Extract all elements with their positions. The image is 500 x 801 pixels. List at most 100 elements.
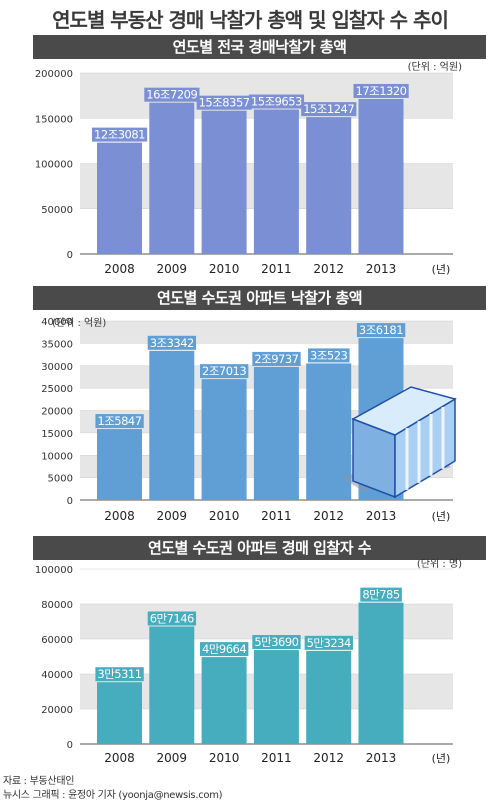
x-unit-label-1: (년) [432,510,451,523]
bar-2-2009 [149,626,195,744]
y-tick-label-2-3: 60000 [41,635,73,646]
bar-2-2008 [97,682,142,744]
chart2-title-banner: 연도별 수도권 아파트 낙찰가 총액 [33,286,486,310]
data-label-0-2009: 16조7209 [146,88,197,102]
y-tick-label-2-1: 20000 [41,705,73,716]
building-roof [351,386,457,436]
data-label-bg [200,364,249,379]
data-label-bg [200,642,249,657]
y-tick-label-0-3: 150000 [35,114,73,125]
data-label-0-2008: 12조3081 [94,128,145,142]
bar-0-2012 [306,117,352,254]
bar-2-2013 [358,602,404,744]
data-label-bg [147,335,197,350]
page-title: 연도별 부동산 경매 낙찰가 총액 및 입찰자 수 추이 [52,8,449,32]
data-label-bg [248,94,305,109]
y-tick-label-1-8: 40000 [41,317,73,328]
footer-source: 자료 : 부동산태인 [3,776,75,787]
y-tick-label-0-2: 100000 [35,160,73,171]
y-tick-label-2-4: 80000 [41,600,73,611]
y-tick-label-1-6: 30000 [41,362,73,373]
bar-2-2010 [201,657,247,744]
data-label-1-2008: 1조5847 [97,414,141,428]
bar-0-2008 [97,142,142,254]
data-label-2-2013: 8만785 [362,588,400,602]
y-tick-label-0-4: 200000 [35,69,73,80]
bar-0-2013 [358,98,404,254]
x-tick-label-2-2013: 2013 [366,751,397,765]
x-tick-label-1-2010: 2010 [209,509,240,523]
y-tick-label-1-3: 15000 [41,429,73,440]
x-tick-label-2-2008: 2008 [104,751,135,765]
apartment-building-illustration [341,386,457,499]
data-label-2-2009: 6만7146 [150,611,194,625]
bar-1-2009 [149,350,195,500]
bar-0-2011 [253,109,299,254]
bar-0-2009 [149,102,195,254]
footer-credit: 뉴시스 그래픽 : 윤정아 기자 (yoonja@newsis.com) [3,790,223,801]
data-label-0-2013: 17조1320 [356,84,407,98]
unit-label-1: (단위 : 억원) [52,316,106,329]
x-unit-label-0: (년) [432,263,451,276]
data-label-1-2009: 3조3342 [150,336,194,350]
data-label-2-2008: 3만5311 [97,667,141,681]
unit-label-0: (단위 : 억원) [408,60,462,73]
bar-0-2010 [201,110,247,254]
bar-1-2008 [97,429,142,500]
chart2-capital-apt-price: 0 5000 10000 15000 20000 25000 30000 35000 40000… [41,316,457,523]
x-tick-label-0-2008: 2008 [104,262,135,276]
data-label-bg [252,351,301,366]
data-label-bg [360,587,402,602]
x-tick-label-1-2011: 2011 [261,509,292,523]
x-tick-label-0-2012: 2012 [313,262,344,276]
bar-1-2010 [201,379,247,500]
y-tick-label-1-4: 20000 [41,407,73,418]
x-tick-label-0-2010: 2010 [209,262,240,276]
unit-label-2: (단위 : 명) [417,557,462,570]
data-label-1-2010: 2조7013 [202,364,246,378]
x-tick-label-1-2008: 2008 [104,509,135,523]
y-tick-label-1-2: 10000 [41,451,73,462]
data-label-bg [147,611,197,626]
y-tick-label-2-5: 100000 [35,565,73,576]
data-label-bg [308,348,350,363]
data-label-0-2011: 15조9653 [251,95,302,109]
data-label-bg [356,323,406,338]
x-tick-label-2-2010: 2010 [209,751,240,765]
data-label-bg [92,127,148,142]
bar-2-2012 [306,650,352,744]
chart1-total-auction-price: 0 50000 100000 150000 200000 (단위 : 억원) 12조3081… [35,60,462,276]
data-label-1-2011: 2조9737 [254,352,298,366]
data-label-bg [252,635,301,650]
x-tick-label-1-2012: 2012 [313,509,344,523]
x-tick-label-0-2011: 2011 [261,262,292,276]
y-tick-label-2-2: 40000 [41,670,73,681]
data-label-bg [353,83,409,98]
data-label-0-2012: 15조1247 [303,102,354,116]
x-tick-label-1-2013: 2013 [366,509,397,523]
data-label-2-2011: 5만3690 [254,635,298,649]
data-label-bg [196,95,252,110]
x-tick-label-0-2013: 2013 [366,262,397,276]
data-label-bg [301,102,357,117]
x-tick-label-0-2009: 2009 [157,262,188,276]
data-label-1-2012: 3조523 [310,348,348,362]
data-label-bg [144,87,200,102]
data-label-1-2013: 3조6181 [359,323,403,337]
y-tick-label-0-0: 0 [67,250,73,261]
chart1-title-banner: 연도별 전국 경매낙찰가 총액 [33,35,486,59]
bar-1-2011 [253,366,299,500]
y-tick-label-0-1: 50000 [41,205,73,216]
data-label-2-2010: 4만9664 [202,642,246,656]
data-label-bg [304,635,353,650]
y-tick-label-1-7: 35000 [41,339,73,350]
bar-2-2011 [253,650,299,744]
chart3-title-banner: 연도별 수도권 아파트 경매 입찰자 수 [33,536,486,560]
chart3-bidder-count: 0 20000 40000 60000 80000 100000 (단위 : 명) 3만531… [35,557,462,765]
data-label-bg [95,667,144,682]
x-unit-label-2: (년) [432,752,451,765]
data-label-0-2010: 15조8357 [199,96,250,110]
y-tick-label-1-1: 5000 [48,474,73,485]
x-tick-label-2-2011: 2011 [261,751,292,765]
data-label-2-2012: 5만3234 [307,636,351,650]
